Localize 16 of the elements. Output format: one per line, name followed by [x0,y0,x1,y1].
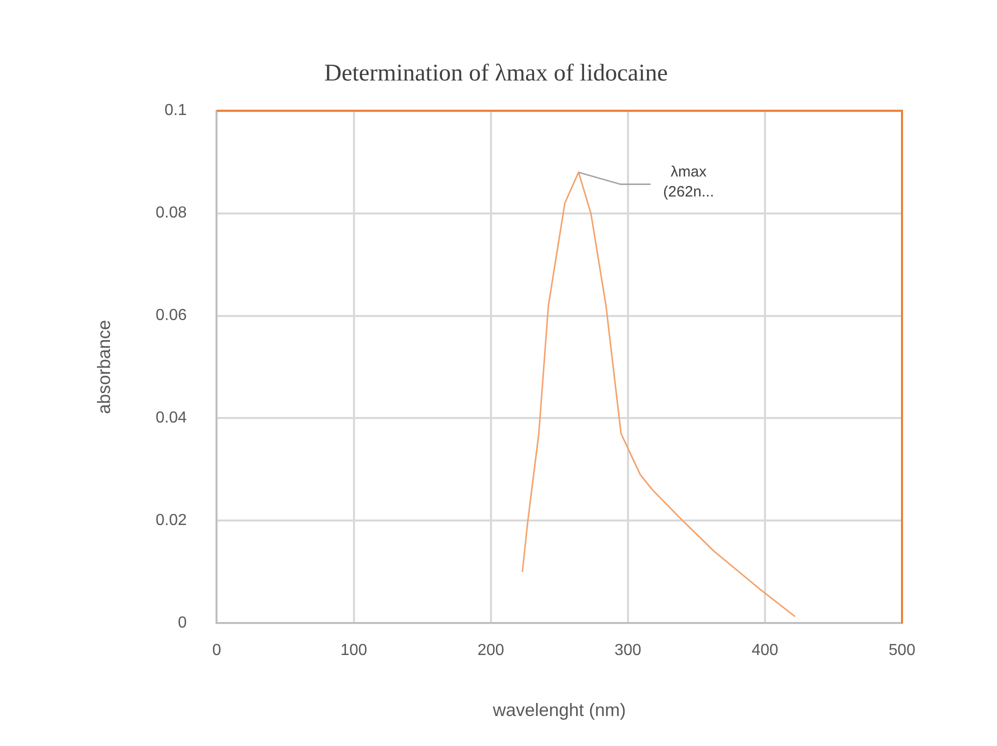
x-tick-label: 500 [888,642,916,660]
y-axis-title: absorbance [94,320,114,414]
x-axis-title: wavelenght (nm) [492,700,626,720]
x-tick-label: 400 [752,642,778,660]
x-tick-label: 300 [614,642,642,660]
annotation: λmax (262n... [663,163,714,200]
y-tick-label: 0.08 [156,204,187,222]
y-tick-label: 0 [178,614,187,632]
x-tick-label: 100 [340,642,368,660]
chart-title: Determination of λmax of lidocaine [324,60,668,87]
x-tick-label: 0 [212,642,222,660]
y-tick-label: 0.1 [164,102,187,120]
y-tick-label: 0.06 [156,307,187,324]
y-tick-label: 0.04 [156,410,187,427]
y-tick-label: 0.02 [156,512,187,530]
x-tick-label: 200 [477,642,504,660]
